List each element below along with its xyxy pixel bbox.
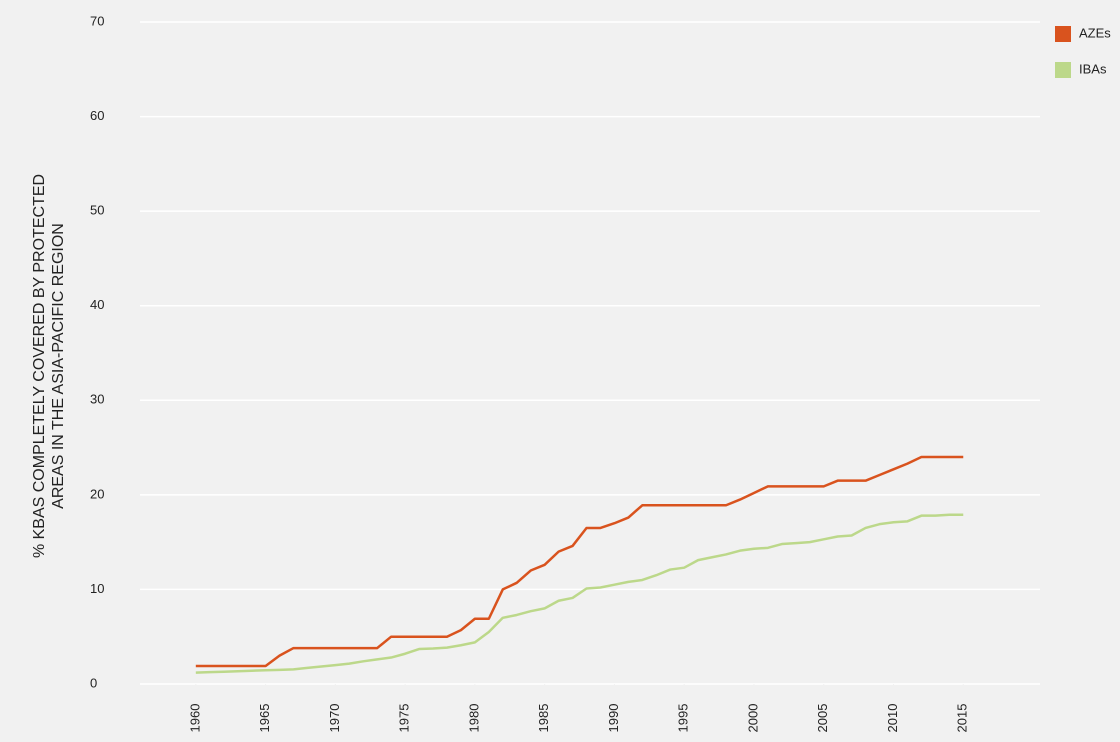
series-line bbox=[195, 455, 964, 668]
y-tick-label: 50 bbox=[90, 203, 104, 218]
x-tick-label: 1980 bbox=[466, 704, 481, 733]
x-tick-label: 1990 bbox=[606, 704, 621, 733]
y-tick-label: 0 bbox=[90, 675, 97, 690]
x-tick-label: 1970 bbox=[327, 704, 342, 733]
x-tick-label: 1960 bbox=[187, 704, 202, 733]
y-tick-label: 70 bbox=[90, 13, 104, 28]
y-tick-label: 10 bbox=[90, 581, 104, 596]
legend-label: AZEs bbox=[1079, 25, 1111, 40]
legend-swatch bbox=[1055, 62, 1071, 78]
legend-swatch bbox=[1055, 26, 1071, 42]
x-tick-label: 1995 bbox=[676, 704, 691, 733]
y-axis-label: AREAS IN THE ASIA-PACIFIC REGION bbox=[50, 223, 67, 509]
y-axis-label: % KBAS COMPLETELY COVERED BY PROTECTED bbox=[31, 174, 48, 558]
x-tick-label: 2010 bbox=[885, 704, 900, 733]
x-tick-label: 2000 bbox=[745, 704, 760, 733]
y-tick-label: 30 bbox=[90, 392, 104, 407]
x-tick-label: 1965 bbox=[257, 704, 272, 733]
x-tick-label: 1975 bbox=[397, 704, 412, 733]
x-tick-label: 1985 bbox=[536, 704, 551, 733]
x-tick-label: 2005 bbox=[815, 704, 830, 733]
legend-label: IBAs bbox=[1079, 61, 1107, 76]
y-tick-label: 40 bbox=[90, 297, 104, 312]
x-tick-label: 2015 bbox=[955, 704, 970, 733]
y-tick-label: 20 bbox=[90, 486, 104, 501]
series-line bbox=[195, 513, 964, 674]
y-tick-label: 60 bbox=[90, 108, 104, 123]
